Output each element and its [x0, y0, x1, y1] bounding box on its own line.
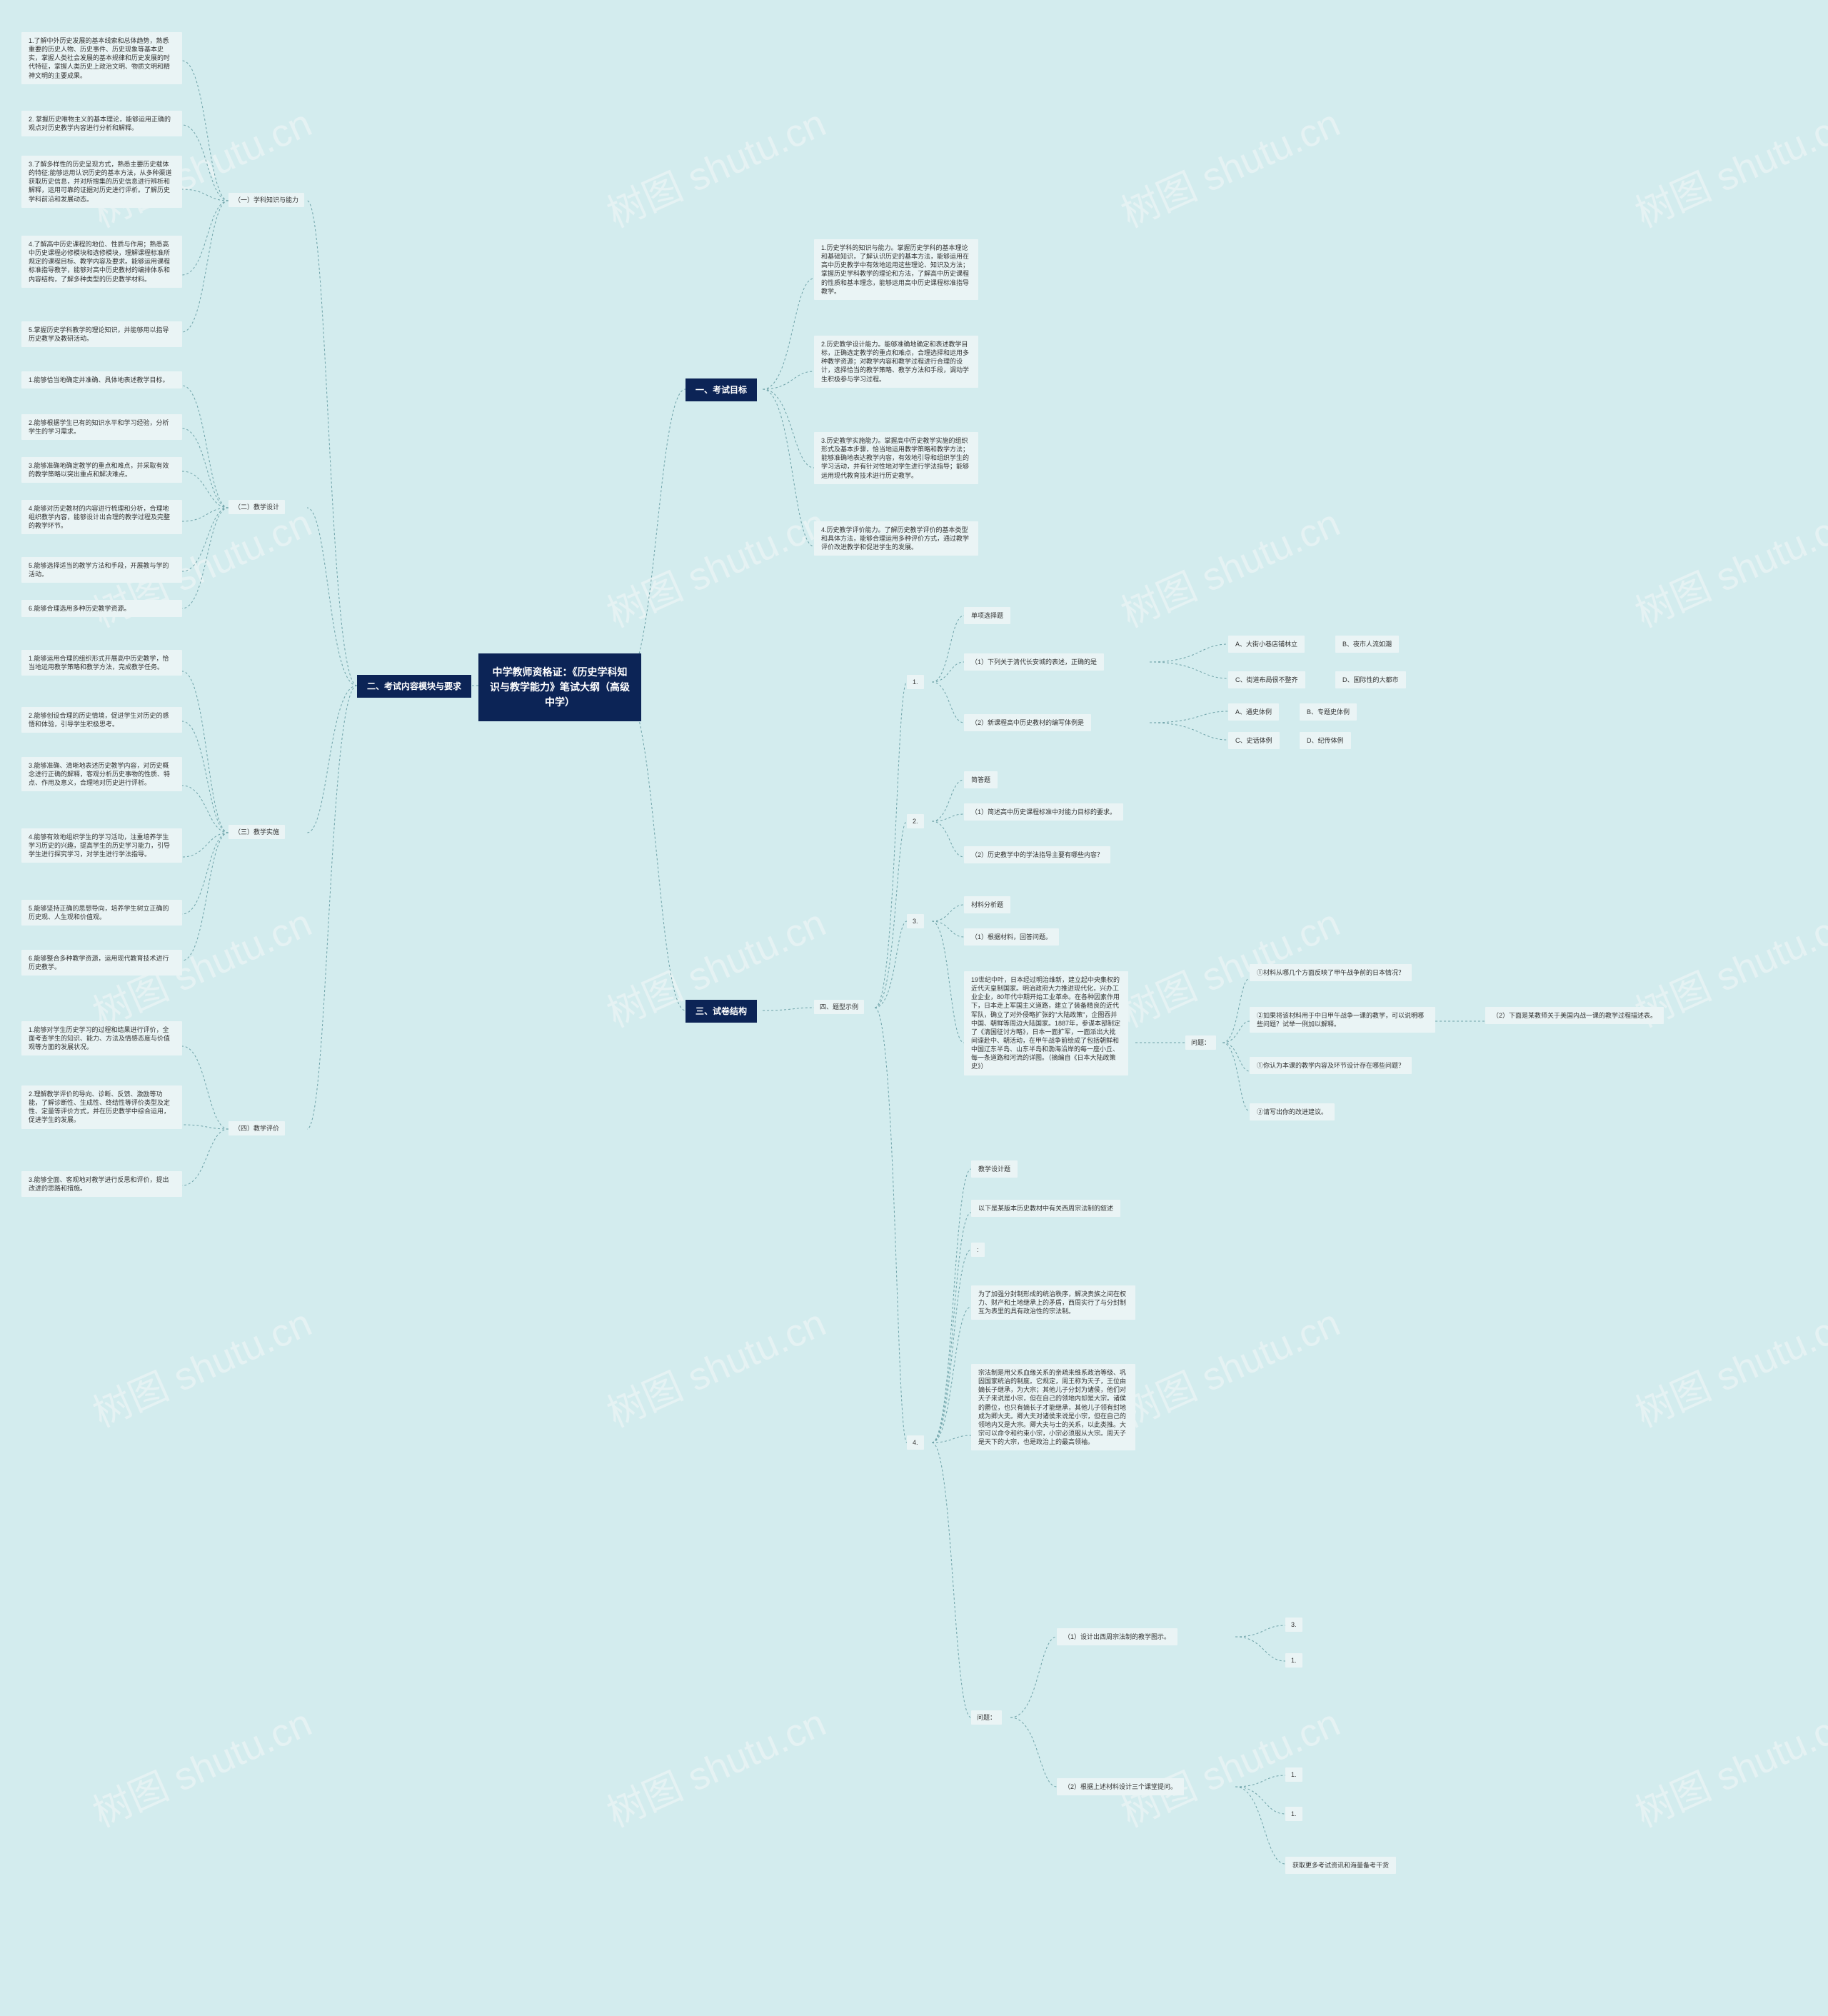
leaf-s3-c: 3.能够准确、清晰地表述历史教学内容，对历史概念进行正确的解释，客观分析历史事物… [21, 757, 182, 791]
ex2-num: 2. [907, 814, 924, 828]
watermark: 树图 shutu.cn [1627, 98, 1828, 241]
watermark: 树图 shutu.cn [599, 1697, 834, 1840]
ex3-body: 19世纪中叶，日本经过明治维新，建立起中央集权的近代天皇制国家。明治政府大力推进… [964, 971, 1128, 1075]
cat-goals: 一、考试目标 [686, 378, 757, 401]
ex3-q3: ①你认为本课的教学内容及环节设计存在哪些问题？ [1250, 1057, 1412, 1074]
ex4-body1: 为了加强分封制形成的统治秩序，解决贵族之间在权力、财产和土地继承上的矛盾，西周实… [971, 1285, 1135, 1320]
ex4-lead: 以下是某版本历史教材中有关西周宗法制的叙述 [971, 1200, 1120, 1217]
ex3-q4: ②请写出你的改进建议。 [1250, 1103, 1335, 1120]
root-node: 中学教师资格证：《历史学科知识与教学能力》笔试大纲（高级中学） [478, 653, 641, 721]
mindmap-canvas: 树图 shutu.cn 树图 shutu.cn 树图 shutu.cn 树图 s… [0, 0, 1828, 2016]
ex4-colon: : [971, 1243, 985, 1257]
leaf-s2-a: 1.能够恰当地确定并准确、具体地表述教学目标。 [21, 371, 182, 388]
ex1-q1a: A、大街小巷店铺林立 [1228, 636, 1305, 653]
leaf-s2-b: 2.能够根据学生已有的知识水平和学习经验，分析学生的学习需求。 [21, 414, 182, 440]
ex4-q1: （1）设计出西周宗法制的教学图示。 [1057, 1628, 1177, 1645]
watermark: 树图 shutu.cn [85, 1697, 320, 1840]
ex3-a: （1）根据材料，回答问题。 [964, 928, 1059, 946]
leaf-s4-c: 3.能够全面、客观地对教学进行反思和评价，提出改进的思路和措施。 [21, 1171, 182, 1197]
leaf-s1-e: 5.掌握历史学科教学的理论知识，并能够用以指导历史教学及教研活动。 [21, 321, 182, 347]
footer-note: 获取更多考试资讯和海量备考干货 [1285, 1857, 1396, 1874]
ex1-q2a: A、通史体例 [1228, 703, 1279, 721]
ex3-q1: ①材料从哪几个方面反映了甲午战争前的日本情况？ [1250, 964, 1412, 981]
goal-2: 2.历史教学设计能力。能够准确地确定和表述教学目标，正确选定教学的重点和难点，合… [814, 336, 978, 388]
cat-content: 二、考试内容模块与要求 [357, 675, 471, 698]
leaf-s2-c: 3.能够准确地确定教学的重点和难点，并采取有效的教学策略以突出重点和解决难点。 [21, 457, 182, 483]
ex4-s1b: 1. [1285, 1767, 1302, 1782]
watermark: 树图 shutu.cn [599, 498, 834, 641]
ex3-num: 3. [907, 914, 924, 928]
ex2-type: 简答题 [964, 771, 998, 788]
watermark: 树图 shutu.cn [599, 1298, 834, 1440]
sub-l4: （四）教学评价 [228, 1121, 285, 1135]
cat-struct: 三、试卷结构 [686, 1000, 757, 1023]
ex2-a: （1）简述高中历史课程标准中对能力目标的要求。 [964, 803, 1123, 821]
ex4-s3: 3. [1285, 1618, 1302, 1632]
leaf-s1-d: 4.了解高中历史课程的地位、性质与作用；熟悉高中历史课程必修模块和选修模块，理解… [21, 236, 182, 288]
ex3-q2-lead: ②如果将该材料用于中日甲午战争一课的教学，可以说明哪些问题？试举一例加以解释。 [1250, 1007, 1435, 1033]
sub-l3: （三）教学实施 [228, 825, 285, 839]
struct-examples: 四、题型示例 [814, 1000, 864, 1014]
leaf-s2-d: 4.能够对历史教材的内容进行梳理和分析，合理地组织教学内容，能够设计出合理的教学… [21, 500, 182, 534]
leaf-s3-b: 2.能够创设合理的历史情境，促进学生对历史的感悟和体验，引导学生积极思考。 [21, 707, 182, 733]
watermark: 树图 shutu.cn [1113, 1697, 1348, 1840]
goal-4: 4.历史教学评价能力。了解历史教学评价的基本类型和具体方法，能够合理运用多种评价… [814, 521, 978, 556]
ex1-q1: （1）下列关于清代长安城的表述，正确的是 [964, 653, 1104, 671]
leaf-s1-c: 3.了解多样性的历史呈现方式，熟悉主要历史载体的特征;能够运用认识历史的基本方法… [21, 156, 182, 208]
ex4-body2: 宗法制是用父系血缘关系的亲疏来维系政治等级、巩固国家统治的制度。它规定，周王称为… [971, 1364, 1135, 1450]
ex4-s1c: 1. [1285, 1807, 1302, 1821]
leaf-s1-a: 1.了解中外历史发展的基本线索和总体趋势，熟悉重要的历史人物、历史事件、历史现象… [21, 32, 182, 84]
ex4-s1a: 1. [1285, 1653, 1302, 1668]
goal-1: 1.历史学科的知识与能力。掌握历史学科的基本理论和基础知识，了解认识历史的基本方… [814, 239, 978, 300]
goal-3: 3.历史教学实施能力。掌握高中历史教学实施的组织形式及基本步骤，恰当地运用教学策… [814, 432, 978, 484]
ex1-q2: （2）新课程高中历史教材的编写体例是 [964, 714, 1091, 731]
leaf-s4-a: 1.能够对学生历史学习的过程和结果进行评价，全面考查学生的知识、能力、方法及情感… [21, 1021, 182, 1055]
ex3-q2-right: （2）下面是某教师关于美国内战一课的教学过程描述表。 [1485, 1007, 1664, 1024]
ex1-q1c: C、街道布局很不整齐 [1228, 671, 1305, 688]
leaf-s3-f: 6.能够整合多种教学资源，运用现代教育技术进行历史教学。 [21, 950, 182, 976]
ex1-q1b: B、夜市人流如潮 [1335, 636, 1399, 653]
ex1-type: 单项选择题 [964, 607, 1010, 624]
watermark: 树图 shutu.cn [1113, 498, 1348, 641]
ex4-num: 4. [907, 1435, 924, 1450]
watermark: 树图 shutu.cn [1113, 1298, 1348, 1440]
watermark: 树图 shutu.cn [599, 98, 834, 241]
sub-l2: （二）教学设计 [228, 500, 285, 514]
leaf-s2-f: 6.能够合理选用多种历史教学资源。 [21, 600, 182, 617]
ex4-type: 教学设计题 [971, 1160, 1018, 1178]
leaf-s2-e: 5.能够选择适当的教学方法和手段，开展教与学的活动。 [21, 557, 182, 583]
ex3-q: 问题： [1185, 1035, 1216, 1050]
watermark: 树图 shutu.cn [85, 1298, 320, 1440]
ex1-num: 1. [907, 675, 924, 689]
ex1-q2b: B、专题史体例 [1300, 703, 1357, 721]
leaf-s1-b: 2. 掌握历史唯物主义的基本理论，能够运用正确的观点对历史教学内容进行分析和解释… [21, 111, 182, 136]
leaf-s3-d: 4.能够有效地组织学生的学习活动，注重培养学生学习历史的兴趣，提高学生的历史学习… [21, 828, 182, 863]
leaf-s4-b: 2.理解教学评价的导向、诊断、反馈、激励等功能，了解诊断性、生成性、终结性等评价… [21, 1085, 182, 1129]
watermark: 树图 shutu.cn [1627, 1298, 1828, 1440]
ex1-q2d: D、纪传体例 [1300, 732, 1351, 749]
ex1-q2c: C、史话体例 [1228, 732, 1280, 749]
ex1-q1d: D、国际性的大都市 [1335, 671, 1406, 688]
watermark: 树图 shutu.cn [1627, 1697, 1828, 1840]
ex4-q2: （2）根据上述材料设计三个课堂提问。 [1057, 1778, 1184, 1795]
sub-l1: （一）学科知识与能力 [228, 193, 304, 207]
leaf-s3-e: 5.能够坚持正确的思想导向，培养学生树立正确的历史观、人生观和价值观。 [21, 900, 182, 926]
watermark: 树图 shutu.cn [1113, 98, 1348, 241]
ex3-type: 材料分析题 [964, 896, 1010, 913]
leaf-s3-a: 1.能够运用合理的组织形式开展高中历史教学，恰当地运用教学策略和教学方法，完成教… [21, 650, 182, 676]
watermark: 树图 shutu.cn [1627, 498, 1828, 641]
ex4-q: 问题： [971, 1710, 1002, 1725]
ex2-b: （2）历史教学中的学法指导主要有哪些内容？ [964, 846, 1110, 863]
